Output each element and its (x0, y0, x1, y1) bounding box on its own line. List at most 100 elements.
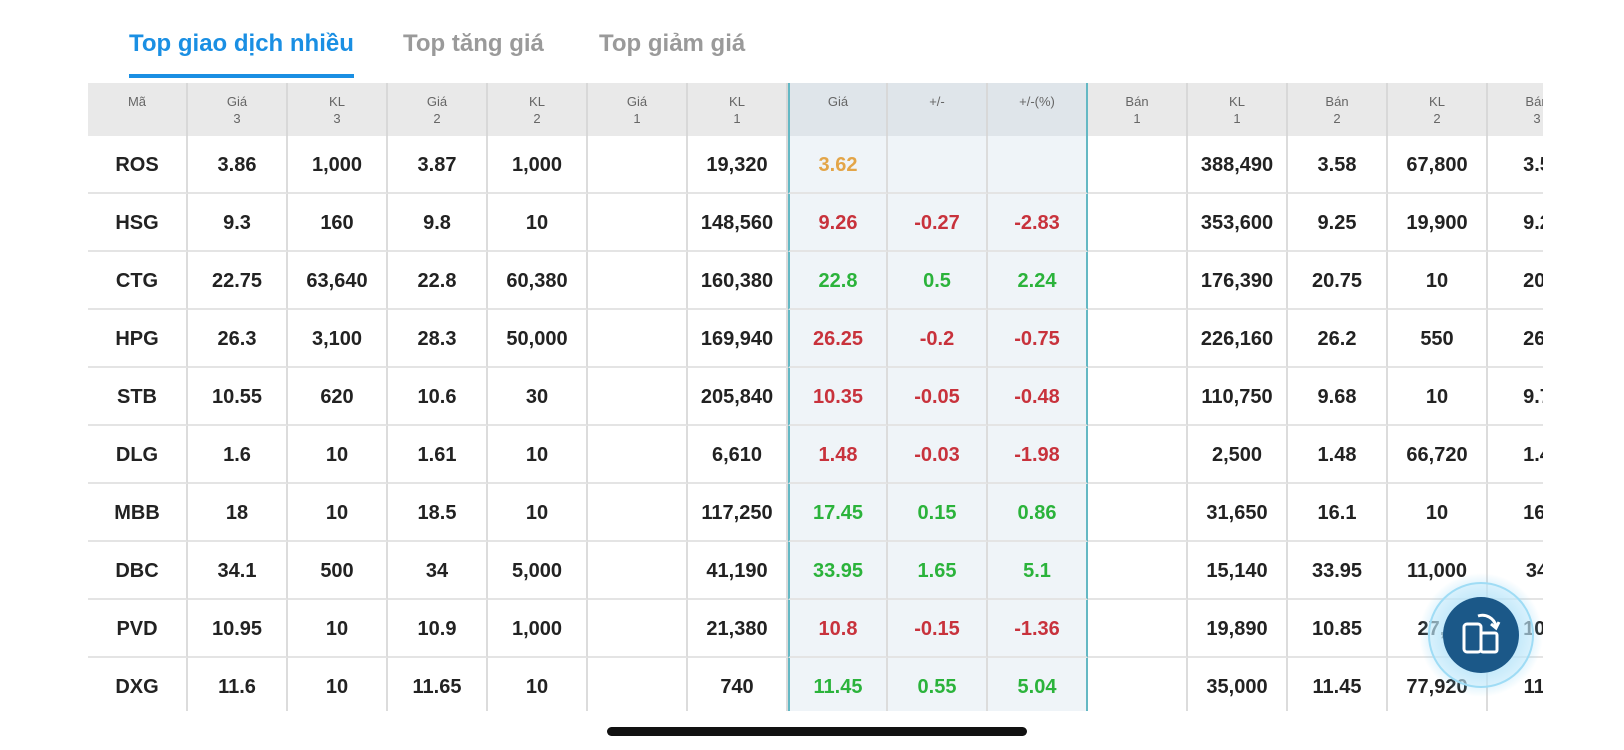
value-cell: 22.8 (788, 252, 888, 310)
value-cell: 10 (488, 484, 588, 542)
value-cell: 10.35 (788, 368, 888, 426)
header-line: 2 (1433, 111, 1441, 126)
value-cell: 63,640 (288, 252, 388, 310)
header-line: Giá (626, 94, 648, 109)
value-cell: 10.8 (788, 600, 888, 658)
header-line: 2 (1333, 111, 1341, 126)
value-cell: 19,890 (1188, 600, 1288, 658)
header-line: 1 (733, 111, 741, 126)
symbol-cell: ROS (88, 136, 188, 194)
value-cell: 3.5 (1488, 136, 1543, 194)
column-header: KL 2 (1388, 83, 1488, 136)
value-cell: 9.7 (1488, 368, 1543, 426)
rotate-button[interactable] (1418, 572, 1544, 698)
symbol-cell: DXG (88, 658, 188, 711)
value-cell: -2.83 (988, 194, 1088, 252)
value-cell: 10 (488, 426, 588, 484)
value-cell: 19,900 (1388, 194, 1488, 252)
tab[interactable]: Top giảm giá (599, 30, 746, 57)
value-cell: 9.2 (1488, 194, 1543, 252)
value-cell: 1,000 (488, 600, 588, 658)
value-cell: 740 (688, 658, 788, 711)
header-line: KL (529, 94, 545, 109)
value-cell: 10.6 (388, 368, 488, 426)
empty-cell (1088, 426, 1188, 484)
column-header: KL 1 (688, 83, 788, 136)
value-cell: 550 (1388, 310, 1488, 368)
symbol-cell: PVD (88, 600, 188, 658)
value-cell: 16.1 (1288, 484, 1388, 542)
value-cell: 33.95 (788, 542, 888, 600)
empty-cell (588, 426, 688, 484)
empty-cell (588, 368, 688, 426)
value-cell: 3.62 (788, 136, 888, 194)
value-cell: 9.25 (1288, 194, 1388, 252)
value-cell: 16. (1488, 484, 1543, 542)
value-cell: 15,140 (1188, 542, 1288, 600)
tab[interactable]: Top tăng giá (403, 30, 544, 57)
column-header: Giá 3 (188, 83, 288, 136)
empty-cell (1088, 600, 1188, 658)
symbol-cell: MBB (88, 484, 188, 542)
tab-underline (129, 74, 354, 78)
value-cell: 2,500 (1188, 426, 1288, 484)
symbol-cell: HPG (88, 310, 188, 368)
value-cell: 1.6 (188, 426, 288, 484)
value-cell: 20.75 (1288, 252, 1388, 310)
value-cell: 353,600 (1188, 194, 1288, 252)
value-cell: 0.15 (888, 484, 988, 542)
empty-cell (588, 310, 688, 368)
value-cell: 26.3 (188, 310, 288, 368)
value-cell: 31,650 (1188, 484, 1288, 542)
value-cell: 148,560 (688, 194, 788, 252)
value-cell: -1.98 (988, 426, 1088, 484)
empty-cell (588, 252, 688, 310)
value-cell: 160 (288, 194, 388, 252)
value-cell: 10.9 (388, 600, 488, 658)
value-cell: 9.8 (388, 194, 488, 252)
empty-cell (988, 136, 1088, 194)
value-cell: 160,380 (688, 252, 788, 310)
value-cell: 5,000 (488, 542, 588, 600)
empty-cell (1088, 484, 1188, 542)
empty-cell (588, 600, 688, 658)
value-cell: 18 (188, 484, 288, 542)
value-cell: -0.05 (888, 368, 988, 426)
header-line: 3 (333, 111, 341, 126)
column-header: Bán 1 (1088, 83, 1188, 136)
home-indicator (607, 727, 1027, 736)
tab[interactable]: Top giao dịch nhiều (129, 30, 354, 57)
symbol-cell: STB (88, 368, 188, 426)
value-cell: 50,000 (488, 310, 588, 368)
value-cell: 22.8 (388, 252, 488, 310)
value-cell: 35,000 (1188, 658, 1288, 711)
column-header: +/- (888, 83, 988, 136)
value-cell: -0.2 (888, 310, 988, 368)
value-cell: 10 (1388, 484, 1488, 542)
value-cell: -0.75 (988, 310, 1088, 368)
header-line: KL (1429, 94, 1445, 109)
value-cell: -0.48 (988, 368, 1088, 426)
value-cell: 9.68 (1288, 368, 1388, 426)
symbol-cell: HSG (88, 194, 188, 252)
value-cell: 66,720 (1388, 426, 1488, 484)
empty-cell (588, 194, 688, 252)
value-cell: 10 (288, 600, 388, 658)
value-cell: 3,100 (288, 310, 388, 368)
value-cell: 19,320 (688, 136, 788, 194)
empty-cell (888, 136, 988, 194)
value-cell: 11.45 (788, 658, 888, 711)
header-line: Giá (426, 94, 448, 109)
value-cell: 1.48 (1288, 426, 1388, 484)
value-cell: 10 (1388, 368, 1488, 426)
empty-cell (588, 484, 688, 542)
value-cell: 11.65 (388, 658, 488, 711)
value-cell: -1.36 (988, 600, 1088, 658)
value-cell: 110,750 (1188, 368, 1288, 426)
empty-cell (588, 542, 688, 600)
empty-cell (1088, 542, 1188, 600)
value-cell: 388,490 (1188, 136, 1288, 194)
empty-cell (1088, 252, 1188, 310)
column-header: KL 2 (488, 83, 588, 136)
